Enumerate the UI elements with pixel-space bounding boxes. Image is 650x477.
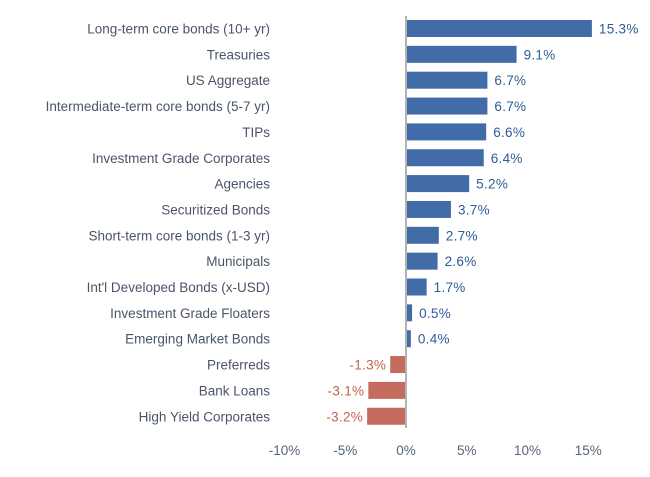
data-label: 2.7% — [446, 228, 478, 243]
data-label: -1.3% — [349, 358, 386, 373]
data-label: 6.7% — [494, 99, 526, 114]
data-label: -3.1% — [328, 383, 365, 398]
bar — [406, 175, 470, 193]
bar — [406, 45, 517, 63]
bar — [406, 304, 413, 322]
data-label: 6.7% — [494, 73, 526, 88]
category-label: TIPs — [242, 125, 270, 140]
bar — [406, 278, 427, 296]
data-label: 6.4% — [491, 151, 523, 166]
category-label: Bank Loans — [199, 383, 271, 398]
category-label: Investment Grade Corporates — [92, 151, 270, 166]
data-label: 2.6% — [445, 254, 477, 269]
bar — [406, 200, 451, 218]
bar — [406, 71, 488, 89]
category-label: Treasuries — [207, 47, 271, 62]
bar — [406, 149, 484, 167]
x-tick-label: 5% — [457, 443, 477, 458]
category-label: Agencies — [214, 177, 270, 192]
data-label: 0.4% — [418, 332, 450, 347]
category-label: Emerging Market Bonds — [125, 332, 270, 347]
category-label: Investment Grade Floaters — [110, 306, 270, 321]
data-label: 15.3% — [599, 22, 639, 37]
bar — [390, 356, 406, 374]
data-label: -3.2% — [326, 409, 363, 424]
data-label: 5.2% — [476, 177, 508, 192]
x-tick-label: -5% — [333, 443, 357, 458]
bar — [367, 407, 406, 425]
data-label: 9.1% — [524, 47, 556, 62]
bar — [406, 252, 438, 270]
category-label: Long-term core bonds (10+ yr) — [87, 22, 270, 37]
bar — [368, 381, 406, 399]
bar — [406, 330, 411, 348]
x-tick-label: 0% — [396, 443, 416, 458]
category-label: US Aggregate — [186, 73, 270, 88]
data-label: 3.7% — [458, 202, 490, 217]
x-tick-label: 10% — [514, 443, 541, 458]
category-label: Intermediate-term core bonds (5-7 yr) — [46, 99, 270, 114]
x-tick-label: -10% — [269, 443, 301, 458]
category-label: Int'l Developed Bonds (x-USD) — [87, 280, 270, 295]
category-label: Short-term core bonds (1-3 yr) — [88, 228, 270, 243]
bar — [406, 123, 487, 141]
category-label: Preferreds — [207, 358, 270, 373]
data-label: 0.5% — [419, 306, 451, 321]
bar — [406, 97, 488, 115]
category-label: Municipals — [206, 254, 270, 269]
x-tick-label: 15% — [575, 443, 602, 458]
category-label: High Yield Corporates — [139, 409, 271, 424]
data-label: 1.7% — [434, 280, 466, 295]
category-label: Securitized Bonds — [161, 202, 270, 217]
data-label: 6.6% — [493, 125, 525, 140]
bar — [406, 226, 439, 244]
bar — [406, 20, 592, 37]
